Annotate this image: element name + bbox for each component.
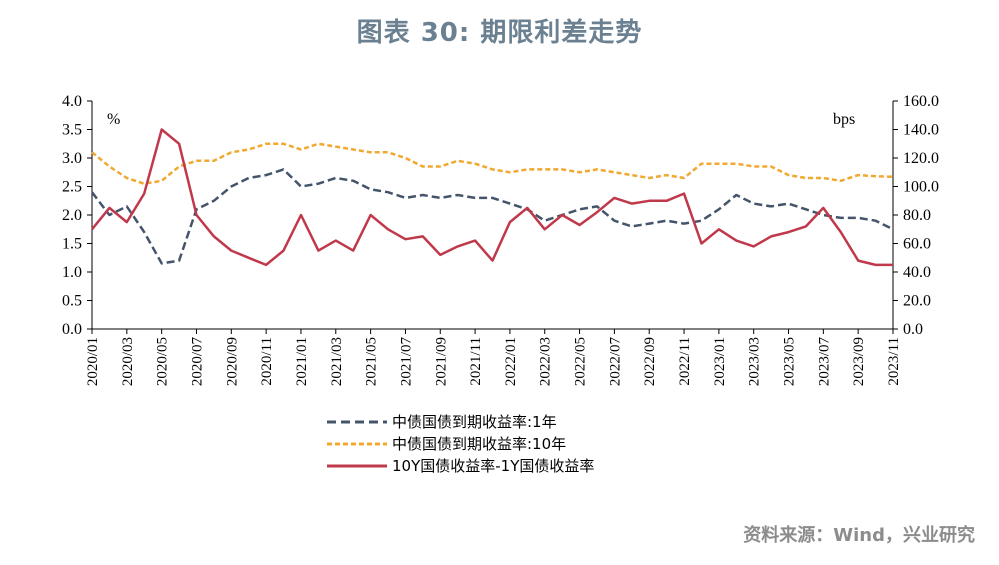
- left-tick-label: 3.5: [62, 122, 82, 139]
- right-tick-label: 80.0: [903, 207, 931, 224]
- x-tick-label: 2020/09: [224, 337, 240, 386]
- series-line-2: [91, 142, 894, 185]
- x-tick-label: 2021/05: [364, 337, 380, 386]
- x-tick-label: 2021/07: [398, 337, 414, 387]
- series-line-1: [91, 168, 894, 265]
- left-tick-label: 1.0: [62, 264, 82, 281]
- x-tick-label: 2023/03: [747, 337, 763, 386]
- x-tick-label: 2022/11: [677, 337, 693, 386]
- x-tick-label: 2021/11: [468, 337, 484, 386]
- x-tick-label: 2020/01: [85, 337, 101, 386]
- left-tick-label: 0.0: [62, 321, 82, 338]
- x-tick-label: 2021/03: [329, 337, 345, 386]
- right-tick-label: 100.0: [903, 179, 939, 196]
- left-tick-label: 4.0: [62, 93, 82, 110]
- right-tick-label: 40.0: [903, 264, 931, 281]
- x-tick-label: 2023/09: [851, 337, 867, 386]
- legend-label: 10Y国债收益率-1Y国债收益率: [392, 457, 594, 475]
- left-tick-label: 1.5: [62, 236, 82, 253]
- x-tick-label: 2022/03: [538, 337, 554, 386]
- left-tick-label: 0.5: [62, 293, 82, 310]
- x-tick-label: 2023/11: [886, 337, 902, 386]
- left-unit-label: %: [107, 111, 120, 128]
- series-line-3: [91, 128, 893, 267]
- x-tick-label: 2022/09: [642, 337, 658, 386]
- x-tick-label: 2020/11: [259, 337, 275, 386]
- x-tick-label: 2023/01: [712, 337, 728, 386]
- x-tick-label: 2020/07: [189, 337, 205, 387]
- x-tick-label: 2023/07: [816, 337, 832, 387]
- right-tick-label: 20.0: [903, 293, 931, 310]
- x-tick-label: 2020/03: [120, 337, 136, 386]
- x-tick-label: 2022/07: [607, 337, 623, 387]
- source-note: 资料来源：Wind，兴业研究: [743, 525, 975, 546]
- left-tick-label: 3.0: [62, 150, 82, 167]
- chart-title: 图表 30: 期限利差走势: [356, 18, 643, 48]
- right-tick-label: 60.0: [903, 236, 931, 253]
- x-tick-label: 2022/05: [573, 337, 589, 386]
- legend-label: 中债国债到期收益率:1年: [392, 413, 557, 431]
- right-tick-label: 140.0: [903, 122, 939, 139]
- right-tick-label: 0.0: [903, 321, 923, 338]
- x-tick-label: 2021/09: [433, 337, 449, 386]
- right-unit-label: bps: [833, 111, 855, 128]
- x-tick-label: 2022/01: [503, 337, 519, 386]
- x-tick-label: 2023/05: [782, 337, 798, 386]
- x-tick-label: 2021/01: [294, 337, 310, 386]
- right-tick-label: 120.0: [903, 150, 939, 167]
- legend-label: 中债国债到期收益率:10年: [392, 435, 566, 453]
- left-tick-label: 2.0: [62, 207, 82, 224]
- x-tick-label: 2020/05: [155, 337, 171, 386]
- left-tick-label: 2.5: [62, 179, 82, 196]
- right-tick-label: 160.0: [903, 93, 939, 110]
